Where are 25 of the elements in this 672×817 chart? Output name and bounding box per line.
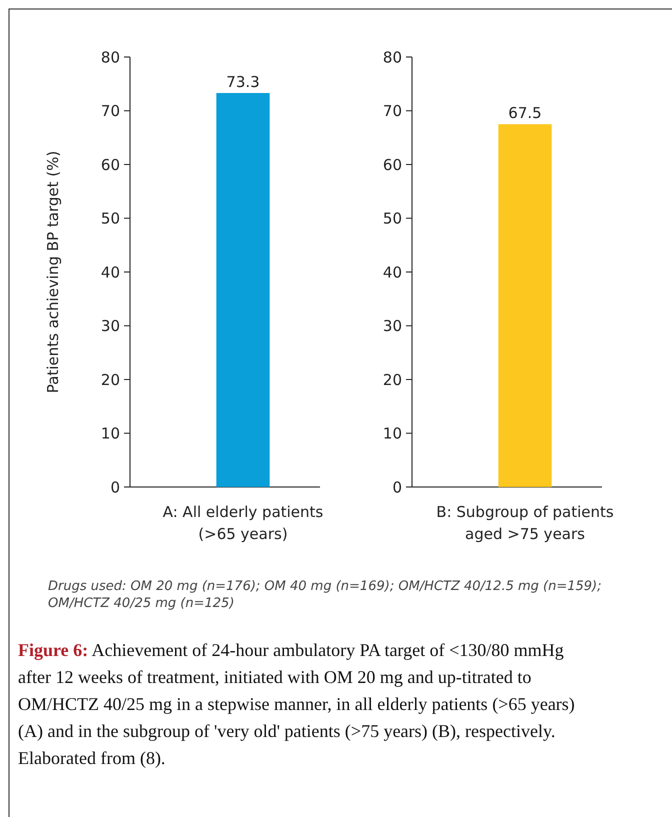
y-tick-label: 50 [382,210,402,228]
y-tick-label: 10 [100,424,120,442]
y-tick-label: 80 [100,48,120,66]
y-tick-label: 60 [382,156,402,174]
text: Drugs used: OM 20 mg (n=176); OM 40 mg (n=169); OM/HCTZ 40/12.5 mg (n=159); OM/HCTZ 40/25 mg (n=125) [48,579,602,611]
y-tick-label: 40 [382,263,402,282]
y-tick-label: 20 [100,370,120,389]
x-tick-label: A: All elderly patients (>65 years) [162,503,324,543]
y-tick-label: 50 [100,210,120,228]
x-tick-label: B: Subgroup of patients aged >75 years [436,503,614,543]
y-tick-label: 60 [100,156,120,174]
y-tick-label: 10 [382,424,402,442]
y-tick-label: 70 [100,102,120,120]
y-tick-label: 30 [382,317,402,335]
caption: Figure 6: Achievement of 24-hour ambulatory PA target of <130/80 mmHg after 12 weeks of treatment, initiated with OM 20 mg and up-titrated to OM/HCTZ 40/25 mg in a stepwise manner, in all elderly patients (>65 years) (A) and in the subgroup of 'very old' patients (>75 years) (B), respectively. Elaborated from (8). [18,640,575,768]
y-tick-label: 80 [382,48,402,66]
y-axis-title: Patients achieving BP target (%) [44,150,62,394]
y-tick-label: 0 [392,478,402,496]
data-label: 73.3 [226,73,260,92]
y-tick-label: 0 [110,478,120,496]
data-label: 67.5 [508,104,542,122]
y-tick-label: 40 [100,263,120,282]
y-tick-label: 70 [382,102,402,120]
y-tick-label: 20 [382,370,402,389]
y-tick-label: 30 [100,317,120,335]
